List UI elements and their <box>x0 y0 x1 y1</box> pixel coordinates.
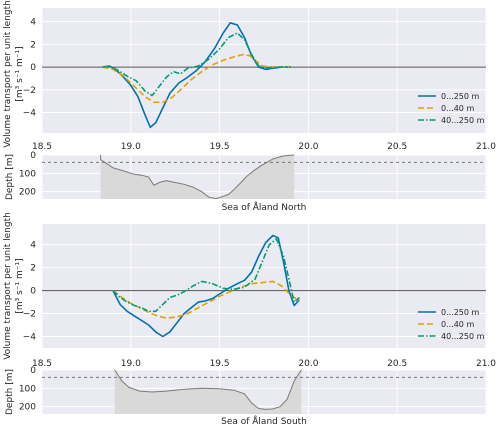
x-tick-label: 21.0 <box>476 359 496 369</box>
north-depth-xlabel: Sea of Åland North <box>222 201 307 213</box>
north-transport-y-ticks: −4 −2 0 2 4 <box>23 18 37 119</box>
x-tick-label: 18.5 <box>32 359 52 369</box>
north-transport-panel: −4 −2 0 2 4 18.5 19.0 19.5 20.0 20.5 21.0 Volume … <box>3 0 496 152</box>
seabed-profile-line <box>100 154 295 200</box>
y-tick-label: −2 <box>23 310 36 320</box>
south-transport-legend: 0...250 m 0...40 m 40...250 m <box>418 308 485 341</box>
x-tick-label: 19.0 <box>121 359 141 369</box>
south-depth-area <box>114 369 302 414</box>
north-transport-series <box>102 21 291 129</box>
y-tick-label: −2 <box>23 86 36 96</box>
y-tick-label: 0 <box>30 63 36 73</box>
seabed-fill <box>100 155 295 199</box>
x-tick-label: 19.5 <box>210 359 230 369</box>
south-transport-ylabel: Volume transport per unit length <box>3 212 13 360</box>
x-tick-label: 21.0 <box>476 142 496 152</box>
legend-label: 0...250 m <box>441 92 480 101</box>
north-depth-area <box>100 154 295 200</box>
y-tick-label: 4 <box>30 18 36 28</box>
y-tick-label: −4 <box>23 109 37 119</box>
north-transport-plot-area <box>42 8 486 133</box>
south-depth-xlabel: Sea of Åland South <box>221 415 307 427</box>
y-tick-label: 2 <box>30 40 36 50</box>
south-depth-plot-area <box>42 370 486 414</box>
south-depth-panel: 0 100 200 Depth [m] Sea of Åland South <box>5 366 487 427</box>
south-depth-y-ticks: 0 100 200 <box>19 366 36 413</box>
x-tick-label: 20.0 <box>298 142 318 152</box>
north-depth-panel: 0 100 200 Depth [m] Sea of Åland North <box>5 151 487 213</box>
x-tick-label: 20.5 <box>387 142 407 152</box>
series-line <box>112 238 301 313</box>
south-depth-ylabel: Depth [m] <box>5 369 15 415</box>
south-transport-plot-area <box>42 224 486 348</box>
x-tick-label: 20.0 <box>298 359 318 369</box>
seabed-profile-line <box>114 369 302 410</box>
x-tick-label: 19.0 <box>121 142 141 152</box>
y-tick-label: 200 <box>19 403 36 413</box>
north-transport-legend: 0...250 m 0...40 m 40...250 m <box>418 92 485 125</box>
x-tick-label: 19.5 <box>210 142 230 152</box>
y-tick-label: −4 <box>23 333 37 343</box>
legend-label: 0...40 m <box>441 320 474 329</box>
north-transport-x-ticks: 18.5 19.0 19.5 20.0 20.5 21.0 <box>32 142 496 152</box>
y-tick-label: 0 <box>30 287 36 297</box>
y-tick-label: 0 <box>30 151 36 161</box>
y-tick-label: 4 <box>30 241 36 251</box>
legend-label: 0...250 m <box>441 308 480 317</box>
x-tick-label: 18.5 <box>32 142 52 152</box>
legend-label: 0...40 m <box>441 104 474 113</box>
north-transport-yunit: [m³ s⁻¹ m⁻¹] <box>15 46 25 101</box>
y-tick-label: 100 <box>19 384 36 394</box>
y-tick-label: 0 <box>30 366 36 376</box>
south-transport-yunit: [m³ s⁻¹ m⁻¹] <box>15 258 25 313</box>
series-line <box>102 53 291 104</box>
north-depth-ylabel: Depth [m] <box>5 154 15 200</box>
legend-label: 40...250 m <box>441 116 485 125</box>
y-tick-label: 200 <box>19 188 36 198</box>
y-tick-label: 2 <box>30 264 36 274</box>
series-line <box>112 234 301 338</box>
y-tick-label: 100 <box>19 169 36 179</box>
south-transport-x-ticks: 18.5 19.0 19.5 20.0 20.5 21.0 <box>32 359 496 369</box>
north-transport-ylabel: Volume transport per unit length <box>3 0 13 148</box>
seabed-fill <box>114 370 302 414</box>
south-transport-panel: −4 −2 0 2 4 18.5 19.0 19.5 20.0 20.5 21.0 Volume … <box>3 212 496 369</box>
south-transport-y-ticks: −4 −2 0 2 4 <box>23 241 37 343</box>
series-line <box>102 32 291 97</box>
series-line <box>112 280 300 319</box>
legend-label: 40...250 m <box>441 332 485 341</box>
north-depth-y-ticks: 0 100 200 <box>19 151 36 198</box>
x-tick-label: 20.5 <box>387 359 407 369</box>
south-transport-series <box>112 234 301 338</box>
